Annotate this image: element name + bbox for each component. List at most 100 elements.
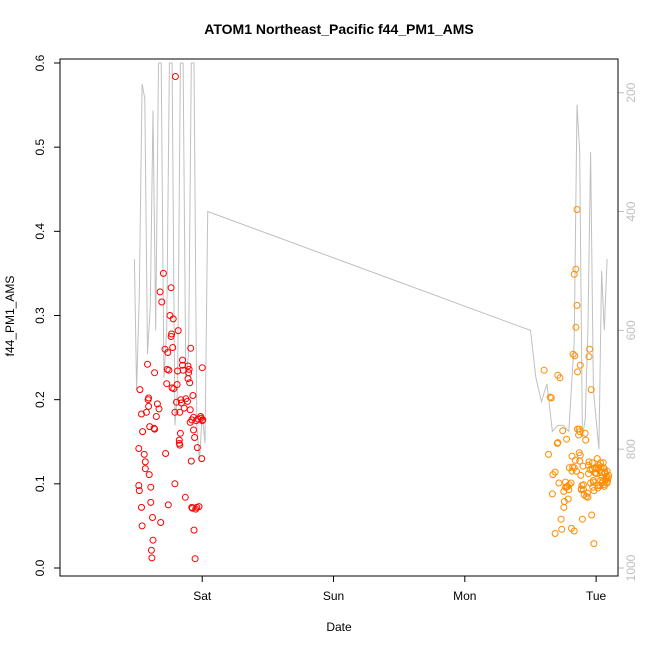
data-point <box>546 393 554 401</box>
data-point <box>558 525 566 533</box>
right-tick-label: 1000 <box>624 554 638 581</box>
data-point <box>148 554 156 562</box>
altitude-line-layer <box>133 62 608 462</box>
data-point <box>135 445 143 452</box>
y-axis-label: f44_PM1_AMS <box>3 276 17 357</box>
data-point <box>138 522 146 530</box>
data-point <box>167 284 175 292</box>
data-point <box>581 429 589 437</box>
axes-layer: 0.0 0.1 0.2 0.3 0.4 0.5 0.6 Sat Sun Mon Tue 200 400 6… <box>33 54 638 603</box>
x-tick-label: Sat <box>193 589 212 603</box>
altitude-line <box>133 62 608 462</box>
data-point <box>551 530 559 537</box>
data-point <box>560 503 568 511</box>
data-point <box>589 477 597 484</box>
data-point <box>191 434 199 441</box>
points-layer <box>135 73 613 563</box>
data-point <box>578 515 586 523</box>
x-tick-label: Mon <box>453 589 476 603</box>
right-tick-label: 200 <box>624 82 638 102</box>
data-point <box>149 536 157 544</box>
data-point <box>575 425 583 433</box>
data-point <box>181 493 189 501</box>
data-point <box>156 288 164 296</box>
data-point <box>195 503 203 511</box>
data-point <box>147 483 155 491</box>
data-point <box>570 527 578 535</box>
data-point <box>180 404 188 412</box>
data-point <box>557 515 565 523</box>
data-point <box>177 396 185 404</box>
data-point <box>572 265 580 273</box>
data-point <box>603 467 611 475</box>
data-point <box>187 457 195 465</box>
right-tick-label: 800 <box>624 439 638 459</box>
data-point <box>155 405 163 413</box>
data-point <box>159 269 167 277</box>
data-point <box>169 344 177 351</box>
data-point <box>149 514 156 521</box>
data-point <box>572 323 580 331</box>
data-point <box>176 441 184 449</box>
data-point <box>171 408 179 416</box>
data-point <box>198 417 206 425</box>
data-point <box>198 455 206 463</box>
data-point <box>141 458 149 466</box>
data-point <box>171 73 179 80</box>
data-point <box>168 330 176 338</box>
data-point <box>147 546 155 554</box>
data-point <box>579 462 587 470</box>
data-point <box>170 385 178 393</box>
data-point <box>198 364 206 372</box>
y-tick-label: 0.3 <box>33 307 47 324</box>
data-point <box>548 490 556 498</box>
chart-title: ATOM1 Northeast_Pacific f44_PM1_AMS <box>204 21 473 37</box>
data-point <box>152 413 160 420</box>
data-point <box>576 361 584 369</box>
data-point <box>580 486 587 494</box>
y-tick-label: 0.0 <box>33 559 47 576</box>
data-point <box>555 479 563 487</box>
data-point <box>585 353 593 361</box>
data-point <box>572 467 580 475</box>
x-tick-label: Tue <box>586 589 607 603</box>
data-point <box>585 458 593 466</box>
data-point <box>589 483 597 491</box>
data-point <box>588 511 596 519</box>
data-point <box>563 435 571 443</box>
data-point <box>565 481 573 489</box>
data-point <box>540 366 548 374</box>
data-point <box>590 540 598 548</box>
data-point <box>551 468 559 476</box>
data-point <box>584 493 592 501</box>
data-point <box>141 465 149 473</box>
data-point <box>176 408 184 416</box>
data-point <box>593 455 601 463</box>
series-leg2 <box>540 206 613 548</box>
data-point <box>567 479 575 487</box>
data-point <box>153 400 161 408</box>
y-tick-label: 0.1 <box>33 475 47 492</box>
data-point <box>135 482 143 489</box>
data-point <box>188 504 196 512</box>
data-point <box>190 426 197 434</box>
data-point <box>576 451 584 459</box>
y-tick-label: 0.4 <box>33 223 47 240</box>
data-point <box>185 365 193 373</box>
data-point <box>167 333 175 340</box>
data-point <box>179 356 186 364</box>
data-point <box>573 206 581 213</box>
data-point <box>164 349 172 356</box>
y-tick-label: 0.2 <box>33 391 47 408</box>
data-point <box>186 406 194 414</box>
data-point <box>144 360 151 368</box>
right-tick-label: 400 <box>624 201 638 221</box>
x-tick-label: Sun <box>323 589 344 603</box>
data-point <box>568 452 576 460</box>
data-point <box>139 428 147 436</box>
data-point <box>175 436 183 444</box>
series-leg1 <box>135 73 207 563</box>
data-point <box>135 487 143 495</box>
data-point <box>176 429 184 437</box>
data-point <box>574 368 581 376</box>
